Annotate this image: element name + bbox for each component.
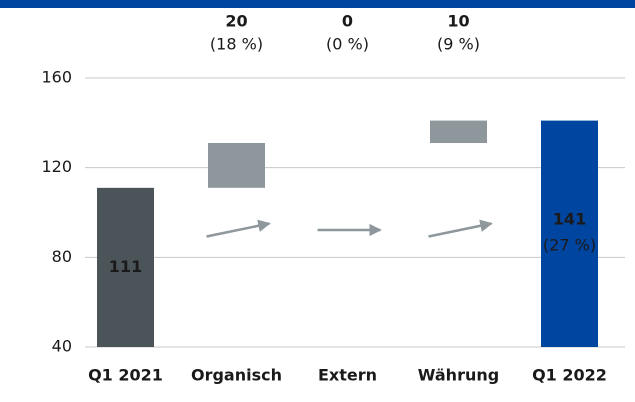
- data-label: 141: [553, 209, 586, 228]
- x-tick-label: Extern: [318, 366, 377, 385]
- y-tick-label: 120: [41, 157, 72, 176]
- x-tick-label: Organisch: [191, 366, 282, 385]
- arrow: [428, 219, 493, 238]
- bar: [541, 120, 598, 347]
- x-tick-label: Währung: [418, 366, 499, 385]
- bar: [97, 187, 154, 347]
- share-label: (9 %): [437, 35, 480, 54]
- bar: [208, 143, 265, 188]
- arrow: [206, 219, 271, 238]
- data-label: 10: [447, 12, 469, 31]
- data-label: 0: [342, 12, 353, 31]
- y-tick-label: 40: [52, 337, 72, 356]
- y-tick-label: 80: [52, 247, 72, 266]
- y-tick-label: 160: [41, 68, 72, 87]
- share-label: (27 %): [543, 235, 596, 254]
- x-tick-label: Q1 2022: [532, 366, 607, 385]
- share-label: (0 %): [326, 35, 369, 54]
- share-label: (18 %): [210, 35, 263, 54]
- data-label: 20: [225, 12, 247, 31]
- bar: [430, 120, 487, 144]
- data-label: 111: [109, 257, 142, 276]
- top-bar: [0, 0, 635, 8]
- x-tick-label: Q1 2021: [88, 366, 163, 385]
